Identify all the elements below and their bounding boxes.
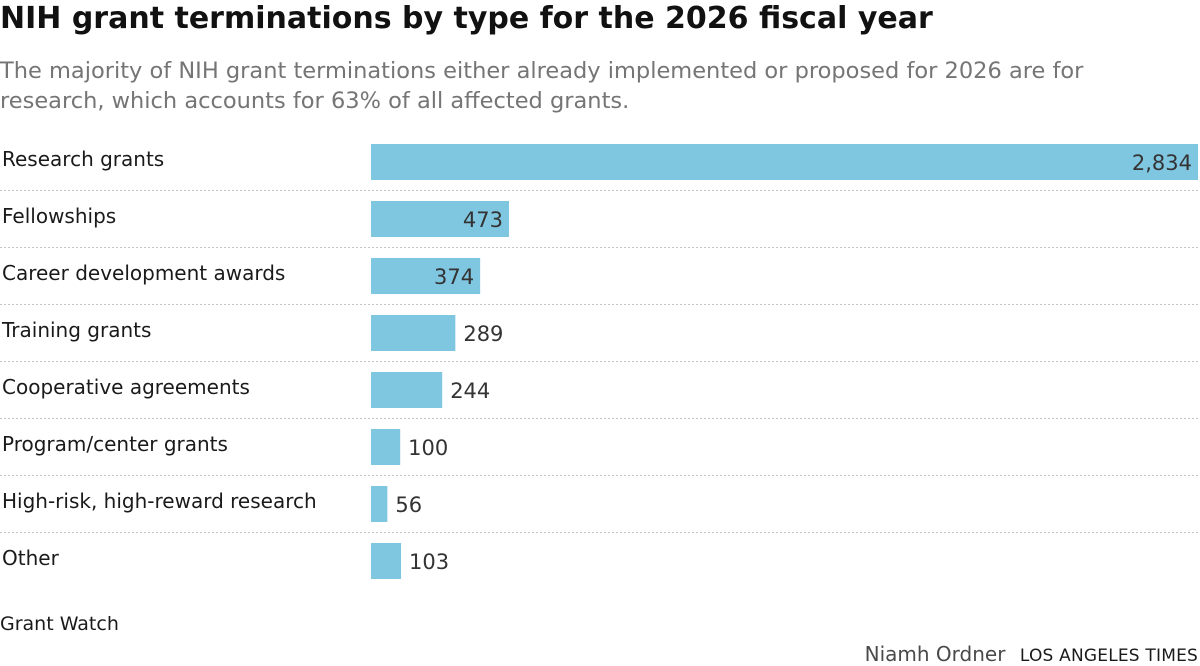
bar [371,144,1198,180]
value-label: 56 [395,493,422,517]
value-label: 100 [408,436,448,460]
bar [371,543,402,579]
bar [371,258,481,294]
value-label: 473 [463,208,503,232]
bar-chart: Research grants 2,834 Fellowships 473 Career… [0,144,1198,579]
bar [371,315,456,351]
credit-line: Niamh Ordner LOS ANGELES TIMES [865,642,1198,666]
category-label: High-risk, high-reward research [2,489,317,513]
category-label: Program/center grants [2,432,228,456]
category-label: Training grants [1,318,151,342]
bar [371,201,510,237]
bar [371,429,401,465]
category-label: Other [2,546,60,570]
value-label: 374 [434,265,474,289]
publisher-name: LOS ANGELES TIMES [1019,646,1198,666]
bar [371,372,443,408]
value-label: 289 [463,322,503,346]
category-label: Career development awards [2,261,285,285]
category-label: Fellowships [2,204,116,228]
author-name: Niamh Ordner [864,642,1006,666]
value-label: 103 [409,550,449,574]
chart-title: NIH grant terminations by type for the 2… [0,1,933,36]
value-label: 244 [450,379,490,403]
value-label: 2,834 [1132,151,1192,175]
source-label: Grant Watch [0,613,119,635]
category-label: Research grants [2,147,164,171]
bar [371,486,388,522]
category-label: Cooperative agreements [2,375,250,399]
chart-subtitle: The majority of NIH grant terminations e… [0,58,1084,114]
